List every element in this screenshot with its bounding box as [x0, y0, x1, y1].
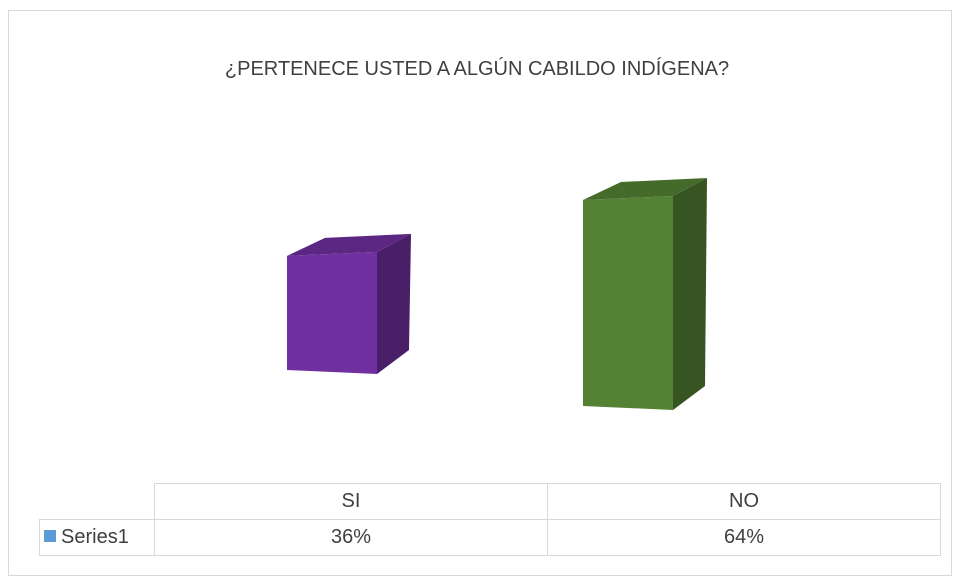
value-label-no: 64% — [547, 519, 941, 556]
series-cell: Series1 — [39, 519, 155, 556]
bar-no-side — [673, 178, 707, 410]
table-corner-cell — [39, 483, 155, 520]
bar-si-top — [287, 233, 411, 256]
category-label-si: SI — [154, 483, 548, 520]
bar-si-front — [287, 251, 377, 374]
bar-no-top — [583, 178, 707, 200]
bar-si-side — [377, 233, 411, 374]
legend-key-square — [44, 529, 56, 542]
bars-group — [287, 178, 707, 410]
category-label-no: NO — [547, 483, 941, 520]
series-name: Series1 — [61, 526, 129, 548]
data-table: SI NO Series1 36% 64% — [39, 483, 941, 556]
bar-no-front — [583, 196, 673, 410]
table-series-row: Series1 36% 64% — [39, 519, 941, 556]
table-header-row: SI NO — [39, 483, 941, 520]
value-label-si: 36% — [154, 519, 548, 556]
plot-area — [287, 178, 707, 410]
chart-frame — [8, 10, 952, 576]
chart-title: ¿PERTENECE USTED A ALGÚN CABILDO INDÍGEN… — [224, 58, 730, 80]
